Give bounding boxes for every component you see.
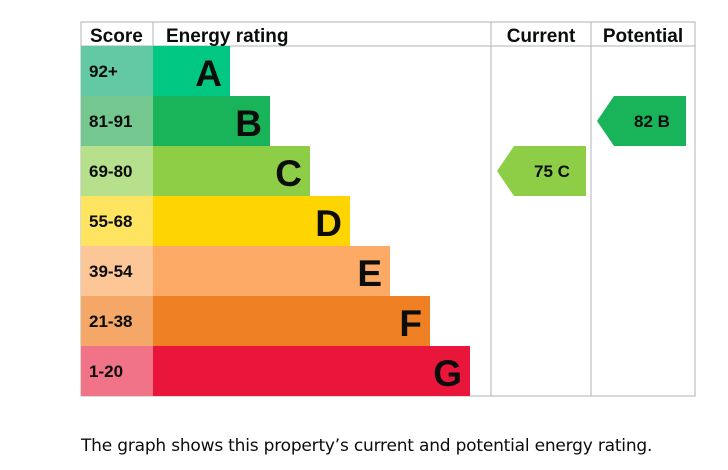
score-cell <box>81 46 153 96</box>
score-label: 92+ <box>89 62 118 81</box>
band-letter-d: D <box>315 203 342 244</box>
band-bar-d <box>153 196 350 246</box>
band-letter-c: C <box>275 153 302 194</box>
score-label: 69-80 <box>89 162 132 181</box>
potential-arrow <box>597 96 686 146</box>
score-cell <box>81 196 153 246</box>
band-letter-e: E <box>357 253 382 294</box>
score-cell <box>81 246 153 296</box>
score-label: 21-38 <box>89 312 132 331</box>
header-energy-rating: Energy rating <box>166 26 288 47</box>
score-cell <box>81 346 153 396</box>
chart-caption: The graph shows this property’s current … <box>81 436 653 456</box>
band-letter-g: G <box>433 353 462 394</box>
header-potential: Potential <box>603 26 683 47</box>
score-label: 81-91 <box>89 112 132 131</box>
band-bar-c <box>153 146 310 196</box>
band-bar-e <box>153 246 390 296</box>
band-bar-f <box>153 296 430 346</box>
potential-rating-label: 82 B <box>634 112 670 131</box>
header-current: Current <box>507 26 576 47</box>
current-arrow <box>497 146 586 196</box>
score-label: 55-68 <box>89 212 132 231</box>
band-bar-b <box>153 96 270 146</box>
energy-rating-chart: Score Energy rating Current Potential 92+ A 81… <box>80 21 696 397</box>
score-label: 39-54 <box>89 262 133 281</box>
score-cell <box>81 296 153 346</box>
header-score: Score <box>90 26 143 47</box>
score-label: 1-20 <box>89 362 123 381</box>
band-letter-b: B <box>235 103 262 144</box>
current-rating-label: 75 C <box>534 162 570 181</box>
score-cell <box>81 146 153 196</box>
band-letter-f: F <box>399 303 422 344</box>
band-bar-g <box>153 346 470 396</box>
band-bar-a <box>153 46 230 96</box>
score-cell <box>81 96 153 146</box>
band-letter-a: A <box>195 53 222 94</box>
